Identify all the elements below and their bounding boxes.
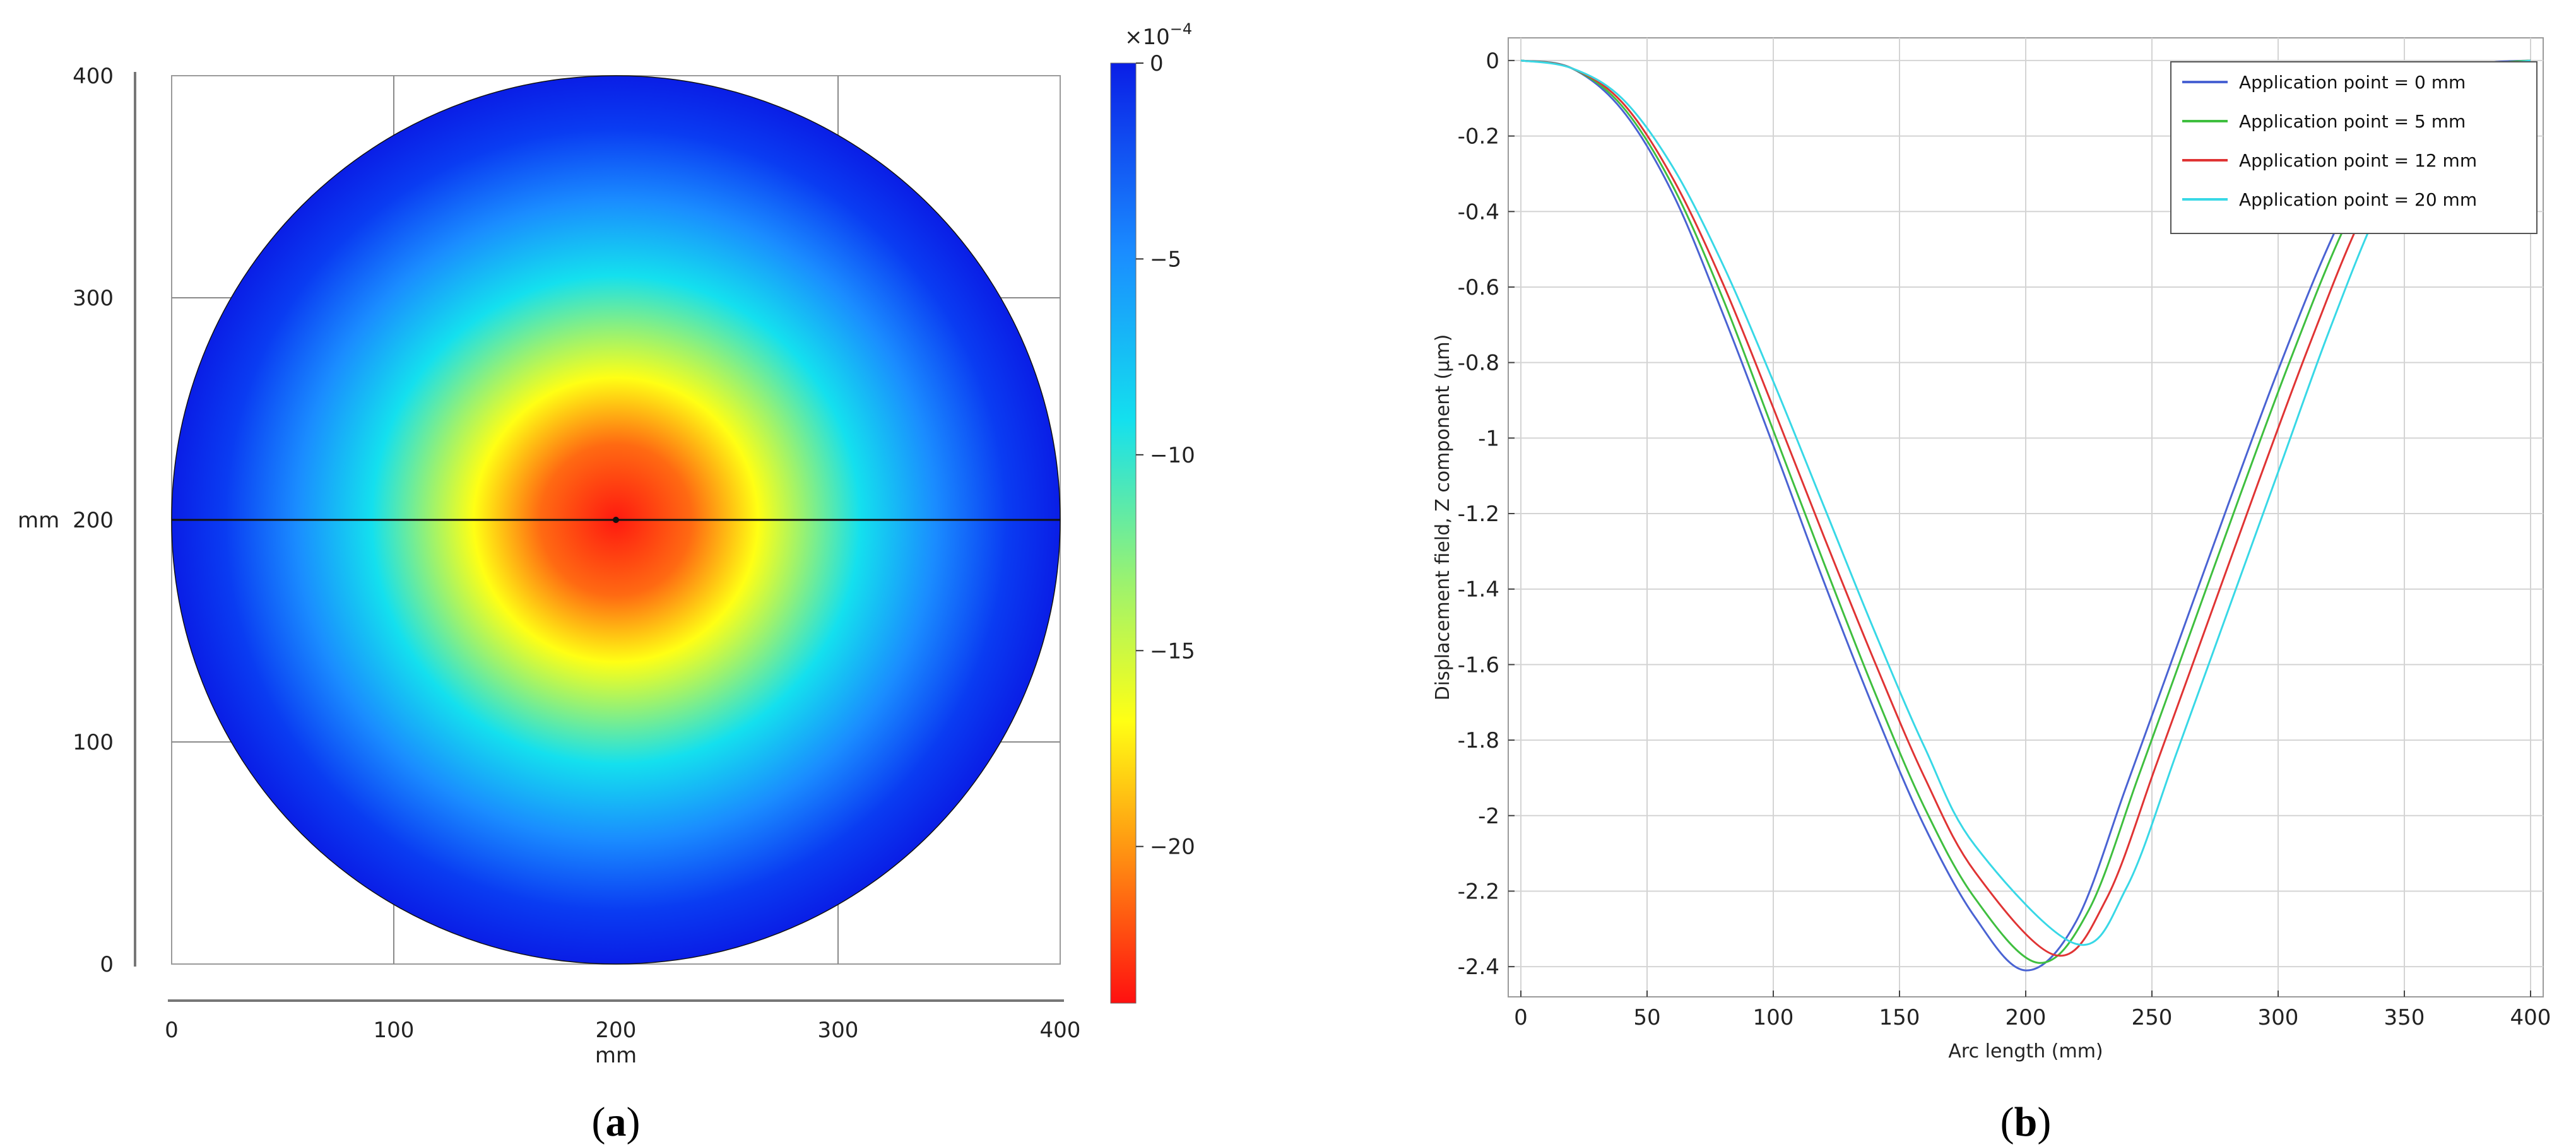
- colorbar-ticks: 0 −5 −10 −15 −20: [1136, 51, 1195, 860]
- colorbar-tick-label: −5: [1150, 247, 1181, 272]
- colorbar-multiplier: ×10−4: [1125, 20, 1192, 50]
- y-tick-label: -2.2: [1458, 879, 1499, 904]
- y-tick-label: 400: [73, 64, 114, 89]
- colorbar: [1110, 62, 1137, 1004]
- colorbar-tick-label: −10: [1150, 443, 1195, 468]
- x-tick-label: 50: [1633, 1005, 1660, 1030]
- y-tick-label: -1.2: [1458, 502, 1499, 527]
- heatmap-x-ticks: 0 100 200 300 400: [165, 1018, 1080, 1043]
- x-tick-label: 150: [1879, 1005, 1920, 1030]
- x-tick-label: 400: [2510, 1005, 2551, 1030]
- heatmap-y-axis-title: mm: [18, 508, 59, 533]
- center-marker: [613, 517, 619, 523]
- legend-label: Application point = 0 mm: [2239, 72, 2466, 93]
- x-tick-label: 100: [1753, 1005, 1794, 1030]
- x-tick-label: 400: [1040, 1018, 1081, 1043]
- y-tick-label: -0.4: [1458, 199, 1499, 225]
- y-tick-label: 200: [73, 508, 114, 533]
- x-tick-label: 250: [2132, 1005, 2173, 1030]
- panel-label-a: (a): [592, 1099, 641, 1145]
- y-tick-label: -1: [1478, 426, 1499, 451]
- legend-box: [2170, 61, 2538, 234]
- y-tick-label: -0.8: [1458, 351, 1499, 376]
- colorbar-tick-label: 0: [1150, 51, 1164, 76]
- x-tick-label: 0: [1514, 1005, 1528, 1030]
- legend-label: Application point = 5 mm: [2239, 111, 2466, 132]
- y-tick-label: 300: [73, 286, 114, 311]
- series-line-3: [1520, 59, 2531, 946]
- heatmap-x-axis-title: mm: [595, 1043, 637, 1068]
- y-tick-label: -0.6: [1458, 275, 1499, 300]
- y-tick-label: -0.2: [1458, 124, 1499, 150]
- line-y-ticks: 0 -0.2 -0.4 -0.6 -0.8 -1 -1.2 -1.4 -1.6 -1.8 -2 -2.…: [1458, 49, 1515, 980]
- x-tick-label: 300: [818, 1018, 859, 1043]
- y-tick-label: 0: [100, 952, 114, 977]
- y-tick-label: -2.4: [1458, 955, 1499, 980]
- line-x-ticks: 0 50 100 150 200 250 300 350 400: [1514, 991, 2551, 1030]
- y-tick-label: -1.4: [1458, 577, 1499, 603]
- colorbar-tick-label: −15: [1150, 638, 1195, 664]
- x-tick-label: 100: [374, 1018, 415, 1043]
- series-line-1: [1520, 59, 2531, 964]
- legend-label: Application point = 20 mm: [2239, 189, 2477, 210]
- legend-label: Application point = 12 mm: [2239, 150, 2477, 171]
- y-tick-label: -2: [1478, 804, 1499, 829]
- y-tick-label: 100: [73, 730, 114, 755]
- x-tick-label: 0: [165, 1018, 179, 1043]
- x-tick-label: 350: [2384, 1005, 2425, 1030]
- legend: Application point = 0 mm Application poin…: [2170, 61, 2538, 234]
- panel-label-b: (b): [2000, 1099, 2052, 1145]
- y-tick-label: 0: [1486, 49, 1499, 74]
- x-tick-label: 300: [2258, 1005, 2299, 1030]
- panel-b-line-chart: 0 50 100 150 200 250 300 350 400 0 -0.2 -0.4 -0.6 -0…: [1432, 37, 2551, 1145]
- y-tick-label: -1.8: [1458, 728, 1499, 753]
- heatmap-axis-lines: [134, 72, 1064, 1002]
- colorbar-tick-label: −20: [1150, 835, 1195, 860]
- line-chart-grid: [1508, 38, 2543, 997]
- series-line-0: [1520, 59, 2531, 972]
- line-y-axis-title: Displacement field, Z component (µm): [1432, 334, 1454, 701]
- line-x-axis-title: Arc length (mm): [1948, 1040, 2103, 1062]
- x-tick-label: 200: [596, 1018, 637, 1043]
- heatmap-y-ticks: 0 100 200 300 400: [73, 64, 114, 977]
- x-tick-label: 200: [2006, 1005, 2047, 1030]
- panel-a-heatmap: 0 100 200 300 400 0 100 200 300 400 mm mm 0 −5 −10…: [18, 20, 1195, 1145]
- y-tick-label: -1.6: [1458, 652, 1499, 678]
